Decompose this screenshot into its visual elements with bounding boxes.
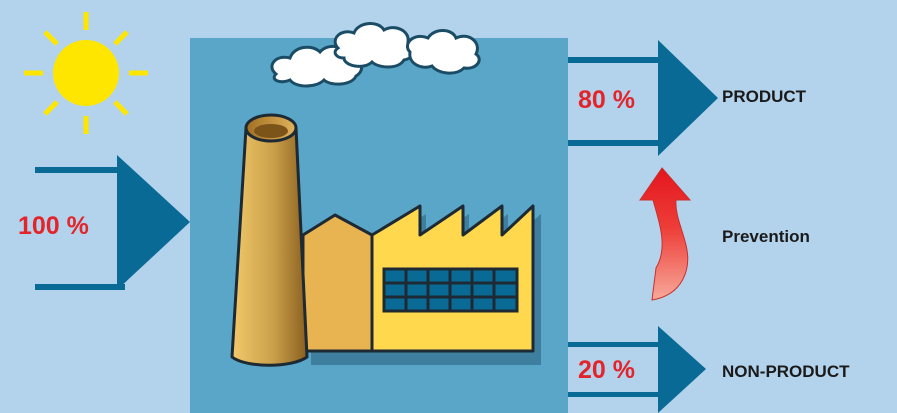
- sun-icon: [24, 12, 148, 134]
- chimney-icon: [230, 113, 309, 367]
- prevention-label: Prevention: [722, 227, 810, 246]
- factory-building-icon: [301, 204, 541, 365]
- product-arrow: [568, 40, 718, 156]
- non-product-percent-label: 20 %: [578, 356, 635, 384]
- input-arrow: [35, 155, 190, 290]
- prevention-arrow-icon: [639, 167, 692, 301]
- product-label: PRODUCT: [722, 87, 807, 106]
- factory-windows: [382, 267, 519, 313]
- input-percent-label: 100 %: [18, 212, 89, 240]
- product-percent-label: 80 %: [578, 86, 635, 114]
- smoke-clouds-icon: [270, 22, 481, 88]
- non-product-label: NON-PRODUCT: [722, 362, 850, 381]
- non-product-arrow: [568, 326, 706, 413]
